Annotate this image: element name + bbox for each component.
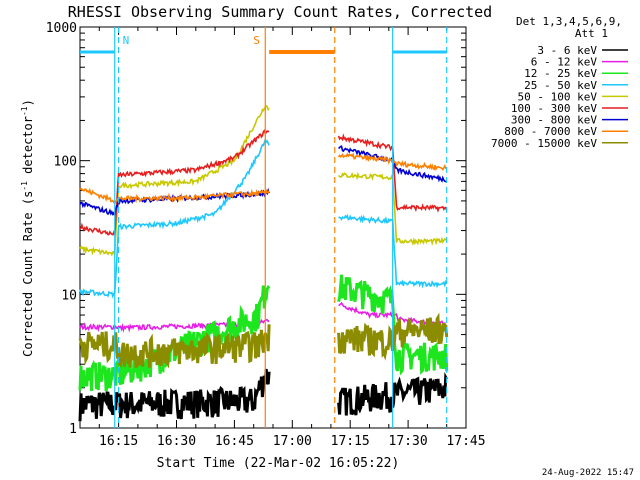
x-tick-label: 16:15 bbox=[99, 434, 138, 449]
series-line-25-50-kev bbox=[79, 137, 270, 299]
x-tick-label: 17:00 bbox=[273, 434, 312, 449]
marker-label-n: N bbox=[123, 34, 130, 47]
y-axis-label-main: Corrected Count Rate (s bbox=[21, 191, 35, 357]
footer-date: 24-Aug-2022 15:47 bbox=[542, 468, 634, 478]
y-tick-labels: 1 10 100 1000 bbox=[46, 21, 77, 437]
legend-label: 50 - 100 keV bbox=[518, 90, 598, 103]
legend-header-line2: Att 1 bbox=[575, 27, 608, 40]
x-tick-label: 17:45 bbox=[446, 434, 485, 449]
series-line-3-6-kev bbox=[78, 368, 271, 422]
y-axis-label-sup1: -1 bbox=[20, 181, 29, 191]
x-axis-label: Start Time (22-Mar-02 16:05:22) bbox=[157, 456, 400, 471]
marker-label-s: S bbox=[253, 34, 260, 47]
series-line-100-300-kev bbox=[79, 128, 270, 236]
y-axis-label-sup2: -1 bbox=[20, 106, 29, 116]
legend-label: 6 - 12 keV bbox=[531, 56, 598, 69]
legend-header-line1: Det 1,3,4,5,6,9, bbox=[516, 15, 622, 28]
y-tick-label: 1 bbox=[69, 422, 77, 437]
legend-label: 300 - 800 keV bbox=[511, 114, 597, 127]
chart-title: RHESSI Observing Summary Count Rates, Co… bbox=[68, 3, 492, 21]
legend-label: 800 - 7000 keV bbox=[504, 125, 597, 138]
y-axis-label-mid: detector bbox=[21, 116, 35, 181]
y-tick-label: 1000 bbox=[46, 21, 77, 36]
legend-label: 100 - 300 keV bbox=[511, 102, 597, 115]
x-tick-label: 16:45 bbox=[215, 434, 254, 449]
series-line-800-7000-kev bbox=[79, 187, 270, 205]
y-tick-label: 10 bbox=[61, 288, 77, 303]
y-axis-label: Corrected Count Rate (s-1 detector-1) bbox=[20, 99, 35, 357]
y-axis-label-end: ) bbox=[21, 99, 35, 106]
series-line-7000-15000-kev bbox=[78, 324, 271, 369]
legend-label: 3 - 6 keV bbox=[537, 44, 597, 57]
legend-label: 7000 - 15000 keV bbox=[491, 137, 597, 150]
series-line-300-800-kev bbox=[79, 187, 270, 216]
x-tick-label: 16:30 bbox=[157, 434, 196, 449]
x-tick-labels: 16:15 16:30 16:45 17:00 17:15 17:30 17:45 bbox=[99, 434, 486, 449]
x-tick-label: 17:15 bbox=[331, 434, 370, 449]
x-tick-label: 17:30 bbox=[389, 434, 428, 449]
y-tick-label: 100 bbox=[54, 155, 77, 170]
legend-label: 25 - 50 keV bbox=[524, 79, 597, 92]
legend-label: 12 - 25 keV bbox=[524, 67, 597, 80]
